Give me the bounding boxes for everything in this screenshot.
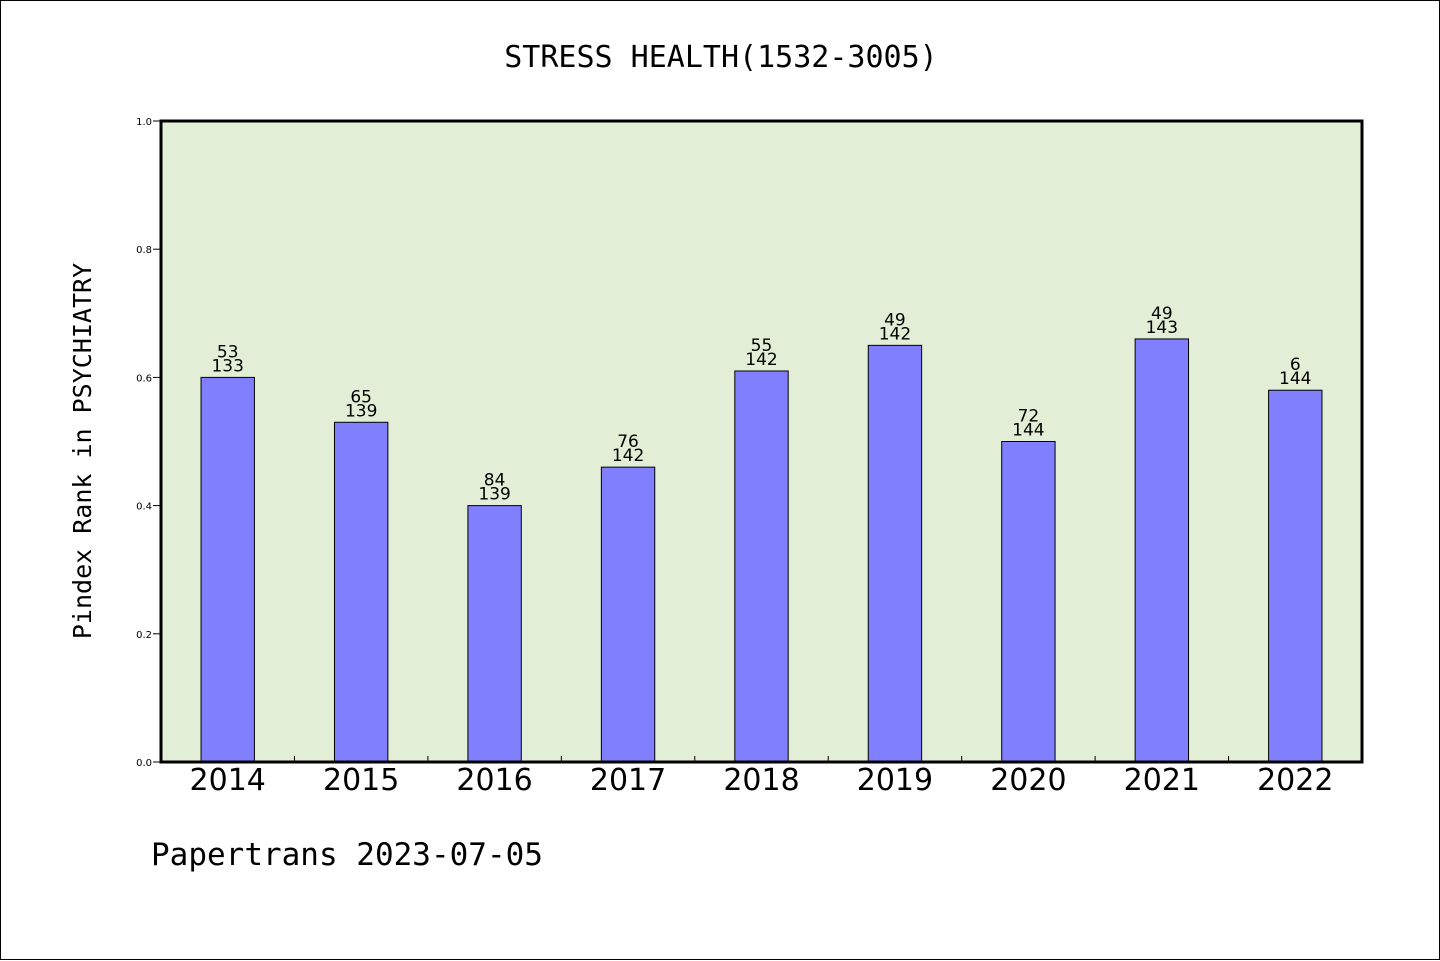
x-tick-label-2019: 2019 — [857, 763, 933, 798]
bar-2019 — [867, 344, 923, 763]
y-tick-label: 0.2 — [136, 630, 152, 641]
data-label-rank-2019: 49 — [884, 310, 906, 330]
footer-text: Papertrans 2023-07-05 — [151, 837, 543, 873]
data-label-rank-2018: 55 — [751, 336, 773, 356]
y-axis-label: Pindex Rank in PSYCHIATRY — [68, 263, 97, 639]
data-label-rank-2016: 84 — [484, 471, 506, 491]
x-tick-label-2017: 2017 — [590, 763, 666, 798]
x-axis: 2014 2015 2016 2017 2018 2019 2020 2021 2022 — [190, 756, 1333, 798]
x-tick-label-2018: 2018 — [723, 763, 799, 798]
x-tick-label-2016: 2016 — [456, 763, 532, 798]
data-label-total-2014: 133 — [211, 356, 243, 376]
data-label-rank-2017: 76 — [617, 432, 639, 452]
y-tick-label: 0.0 — [136, 758, 152, 769]
bar-2022 — [1268, 389, 1323, 763]
bars-layer — [200, 338, 1323, 763]
bar-2016 — [467, 505, 522, 763]
x-tick-label-2015: 2015 — [323, 763, 399, 798]
data-label-rank-2021: 49 — [1151, 304, 1173, 324]
x-tick-label-2021: 2021 — [1124, 763, 1200, 798]
y-tick-label: 0.4 — [136, 502, 152, 513]
data-label-rank-2015: 65 — [350, 387, 372, 407]
data-label-total-2016: 139 — [478, 485, 510, 505]
data-label-total-2015: 139 — [345, 401, 377, 421]
chart-title: STRESS HEALTH(1532-3005) — [504, 40, 937, 75]
bar-2014 — [200, 376, 255, 763]
x-tick-label-2014: 2014 — [190, 763, 266, 798]
data-label-total-2017: 142 — [612, 446, 644, 466]
data-label-total-2020: 144 — [1012, 421, 1044, 441]
data-label-rank-2020: 72 — [1018, 407, 1040, 427]
x-tick-label-2022: 2022 — [1257, 763, 1333, 798]
plot-border — [159, 119, 1364, 764]
y-axis: 0.0 0.2 0.4 0.6 0.8 1.0 — [136, 117, 161, 769]
x-tick-label-2020: 2020 — [990, 763, 1066, 798]
bar-2020 — [1001, 441, 1056, 763]
y-tick-label: 1.0 — [136, 117, 152, 128]
y-tick-label: 0.6 — [136, 373, 152, 384]
bar-2018 — [734, 370, 789, 763]
data-labels-layer: 5313365139841397614255142491427214449143… — [211, 304, 1311, 505]
bar-2021 — [1134, 338, 1190, 763]
data-label-rank-2022: 6 — [1290, 355, 1301, 375]
data-label-total-2018: 142 — [745, 350, 777, 370]
bar-2015 — [333, 421, 389, 763]
bar-2017 — [600, 466, 656, 763]
y-tick-label: 0.8 — [136, 245, 152, 256]
data-label-total-2021: 143 — [1146, 318, 1178, 338]
data-label-total-2019: 142 — [879, 324, 911, 344]
data-label-rank-2014: 53 — [217, 342, 239, 362]
data-label-total-2022: 144 — [1279, 369, 1311, 389]
